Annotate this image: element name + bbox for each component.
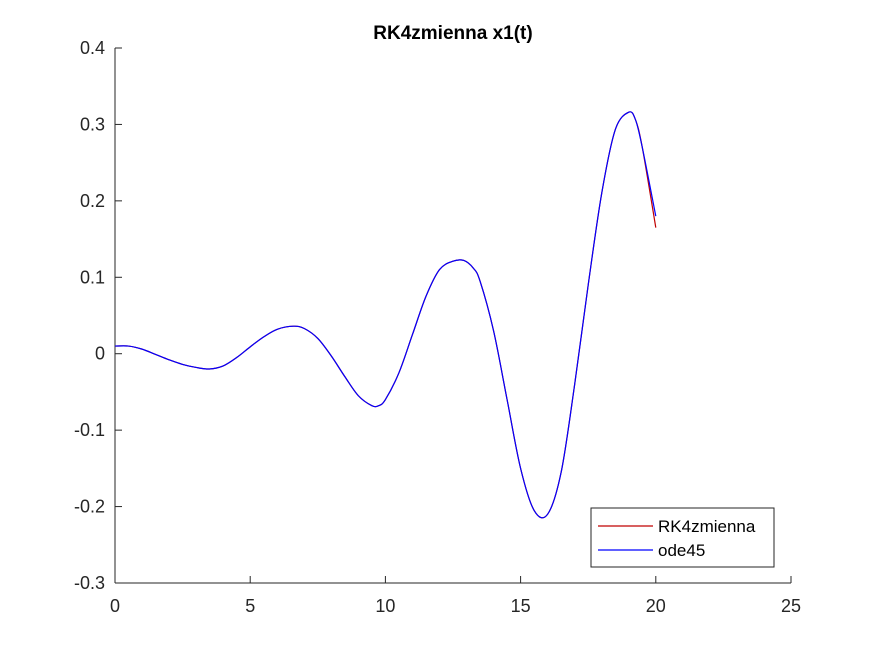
legend-label: ode45 [658, 541, 705, 560]
y-tick-label: 0 [95, 344, 105, 364]
x-tick-label: 20 [646, 596, 666, 616]
x-tick-label: 5 [245, 596, 255, 616]
x-tick-label: 25 [781, 596, 801, 616]
y-tick-label: -0.2 [74, 497, 105, 517]
x-tick-label: 0 [110, 596, 120, 616]
legend-box [590, 507, 775, 568]
series-line-ode45 [114, 111, 657, 519]
chart-title: RK4zmienna x1(t) [373, 23, 532, 44]
y-tick-label: 0.2 [80, 191, 105, 211]
y-tick-label: 0.1 [80, 267, 105, 287]
legend: RK4zmienna ode45 [590, 507, 775, 568]
y-tick-label: 0.3 [80, 114, 105, 134]
x-tick-label: 15 [511, 596, 531, 616]
legend-label: RK4zmienna [658, 517, 756, 536]
axes: 0 5 10 15 20 25 -0.3 -0.2 -0.1 0 0.1 0.2 0.3 0.4 [74, 38, 801, 616]
series-line-rk4zmienna [114, 111, 657, 519]
y-tick-label: -0.3 [74, 573, 105, 593]
y-tick-label: -0.1 [74, 420, 105, 440]
x-tick-label: 10 [375, 596, 395, 616]
series-layer [114, 111, 657, 519]
y-tick-label: 0.4 [80, 38, 105, 58]
